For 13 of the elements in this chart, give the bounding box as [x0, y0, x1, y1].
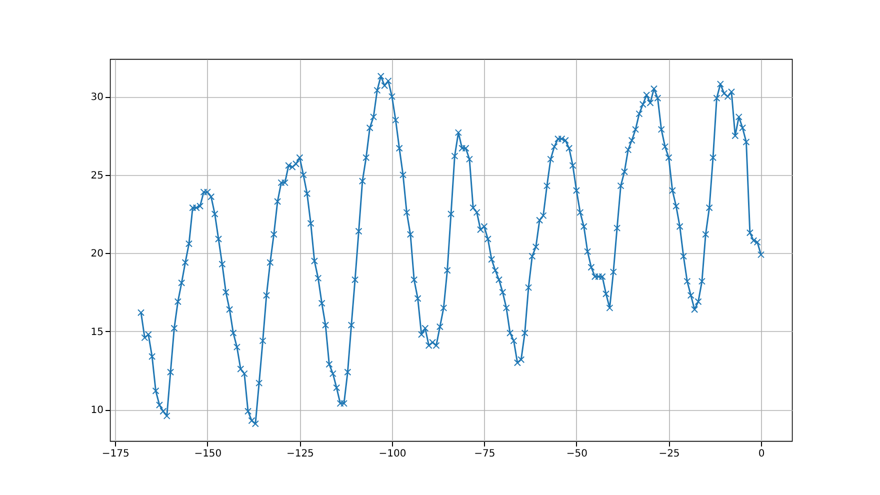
y-tick-label: 15 [90, 326, 104, 338]
x-tick-label: 0 [758, 448, 765, 460]
x-tick-label: −75 [474, 448, 496, 460]
y-tick-label: 25 [90, 170, 104, 182]
y-tick-label: 20 [90, 248, 104, 260]
x-tick-label: −25 [658, 448, 680, 460]
x-tick-label: −100 [378, 448, 406, 460]
x-tick-label: −50 [566, 448, 588, 460]
y-tick-label: 10 [90, 405, 104, 416]
x-tick-label: −125 [286, 448, 314, 460]
x-tick-label: −150 [194, 448, 222, 460]
y-tick-label: 30 [90, 92, 104, 104]
x-tick-label: −175 [102, 448, 130, 460]
